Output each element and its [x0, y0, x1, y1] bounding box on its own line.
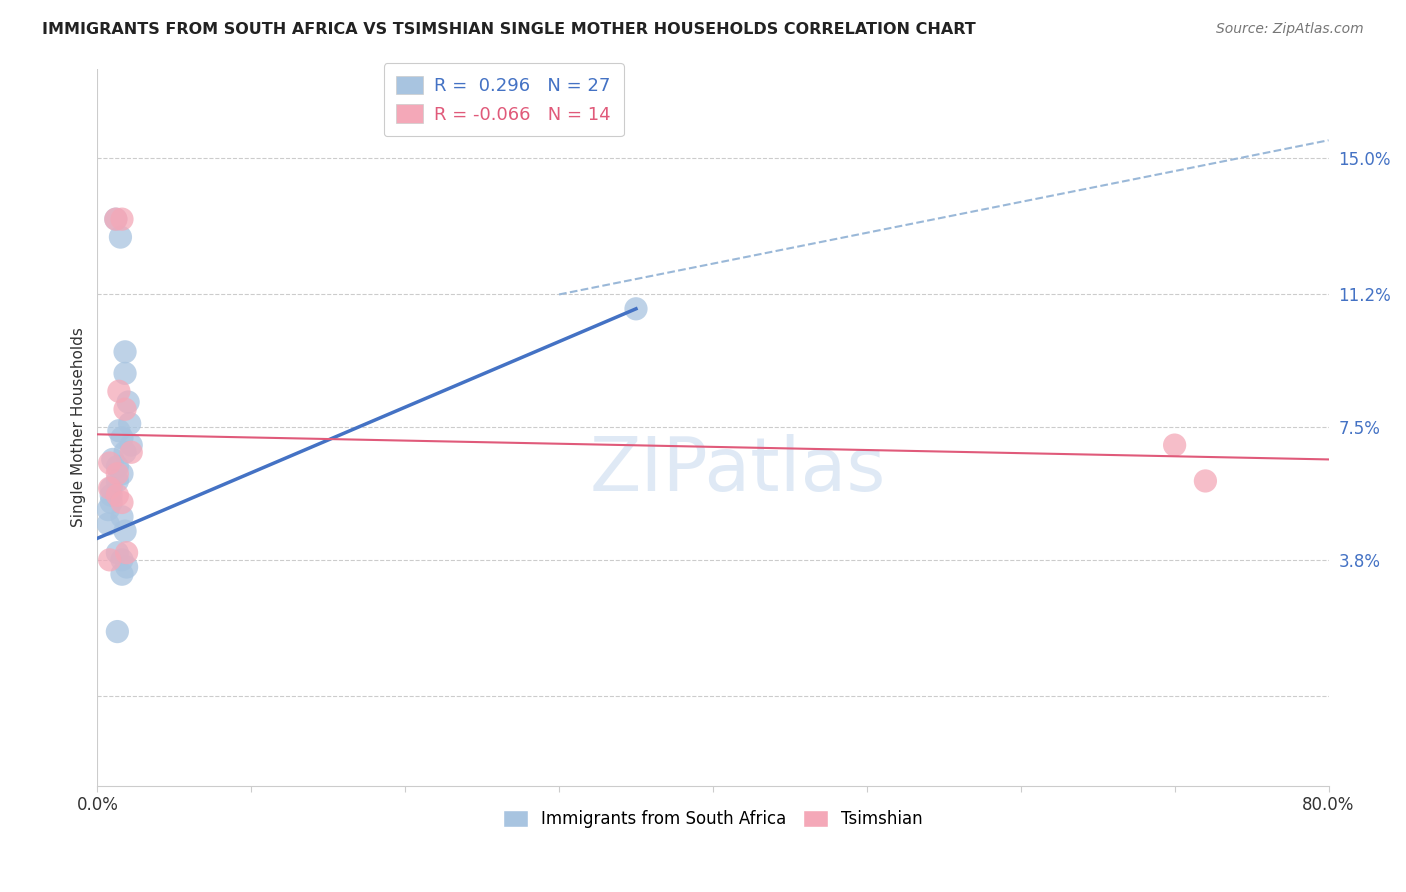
Point — [104, 212, 127, 227]
Point — [111, 567, 134, 582]
Point — [117, 395, 139, 409]
Point — [105, 546, 128, 560]
Legend: Immigrants from South Africa, Tsimshian: Immigrants from South Africa, Tsimshian — [496, 804, 929, 835]
Point — [1194, 474, 1216, 488]
Point — [105, 467, 128, 481]
Point — [108, 384, 131, 399]
Point — [120, 438, 142, 452]
Point — [114, 367, 136, 381]
Point — [100, 488, 122, 502]
Point — [114, 445, 136, 459]
Point — [97, 516, 120, 531]
Point — [108, 424, 131, 438]
Point — [105, 474, 128, 488]
Point — [98, 456, 121, 470]
Text: ZIPatlas: ZIPatlas — [589, 434, 886, 507]
Y-axis label: Single Mother Households: Single Mother Households — [72, 327, 86, 527]
Point — [120, 445, 142, 459]
Point — [624, 301, 647, 316]
Point — [111, 212, 134, 227]
Point — [98, 553, 121, 567]
Point — [105, 624, 128, 639]
Point — [114, 344, 136, 359]
Point — [97, 502, 120, 516]
Point — [111, 431, 134, 445]
Point — [114, 524, 136, 538]
Text: Source: ZipAtlas.com: Source: ZipAtlas.com — [1216, 22, 1364, 37]
Point — [101, 452, 124, 467]
Point — [105, 488, 128, 502]
Point — [118, 417, 141, 431]
Point — [1163, 438, 1185, 452]
Point — [111, 467, 134, 481]
Text: IMMIGRANTS FROM SOUTH AFRICA VS TSIMSHIAN SINGLE MOTHER HOUSEHOLDS CORRELATION C: IMMIGRANTS FROM SOUTH AFRICA VS TSIMSHIA… — [42, 22, 976, 37]
Point — [105, 459, 128, 474]
Point — [111, 553, 134, 567]
Point — [111, 495, 134, 509]
Point — [111, 509, 134, 524]
Point — [115, 546, 138, 560]
Point — [104, 212, 127, 227]
Point — [98, 481, 121, 495]
Point — [110, 230, 132, 244]
Point — [115, 560, 138, 574]
Point — [114, 402, 136, 417]
Point — [100, 495, 122, 509]
Point — [100, 481, 122, 495]
